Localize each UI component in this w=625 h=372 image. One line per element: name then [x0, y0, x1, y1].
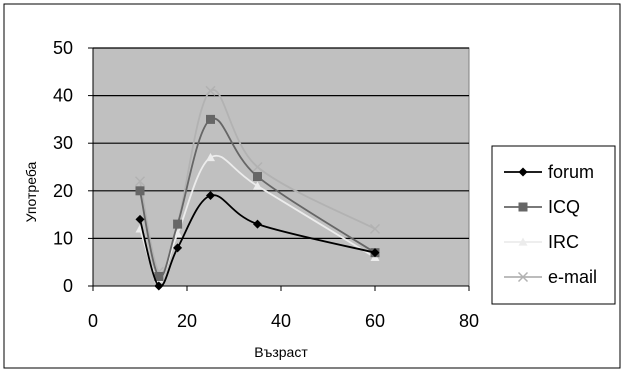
legend: forum ICQ IRC e-mail	[491, 145, 616, 305]
data-point	[206, 114, 215, 124]
legend-item: IRC	[504, 232, 579, 252]
y-tick-label: 10	[53, 228, 73, 248]
data-point	[135, 214, 145, 224]
data-point	[369, 223, 381, 234]
y-tick-label: 20	[53, 181, 73, 201]
y-tick-label: 40	[53, 86, 73, 106]
data-point-stroke	[517, 271, 529, 283]
data-point-stroke	[205, 85, 216, 96]
legend-label: IRC	[548, 232, 579, 252]
data-point	[135, 186, 145, 196]
legend-item: e-mail	[504, 267, 597, 287]
y-axis-title: Употреба	[23, 161, 39, 222]
data-point	[206, 191, 215, 201]
legend-item: forum	[504, 162, 594, 182]
data-point	[253, 219, 262, 229]
x-tick-label: 0	[88, 311, 98, 331]
data-point	[173, 229, 183, 238]
data-point	[173, 219, 183, 229]
x-tick-label: 40	[271, 311, 291, 331]
x-tick-label: 80	[459, 311, 479, 331]
gridlines	[93, 47, 469, 239]
y-tick-label: 30	[53, 133, 73, 153]
legend-label: forum	[548, 162, 594, 182]
data-point	[205, 85, 216, 96]
y-tick-label: 50	[53, 38, 73, 58]
legend-items: forum ICQ IRC e-mail	[504, 162, 597, 287]
data-point	[154, 281, 164, 291]
x-tick-label: 60	[365, 311, 385, 331]
data-point	[518, 202, 528, 212]
data-point	[517, 271, 529, 283]
legend-item: ICQ	[504, 197, 580, 217]
series-forum	[135, 191, 380, 291]
data-point-stroke	[252, 161, 263, 173]
data-point	[253, 181, 262, 190]
data-point	[134, 176, 146, 187]
data-point-stroke	[134, 176, 146, 187]
data-point	[253, 172, 262, 182]
tick-labels: 0 10 20 30 40 50 0 20 40 60 80	[53, 38, 479, 331]
series-layer	[134, 85, 381, 291]
plot-area	[92, 47, 470, 287]
data-point	[370, 248, 380, 258]
x-axis-title: Възраст	[254, 344, 308, 360]
data-point	[518, 167, 528, 177]
data-point	[154, 271, 164, 281]
y-tick-label: 0	[63, 276, 73, 296]
data-point	[206, 152, 215, 162]
data-point-stroke	[369, 223, 381, 234]
x-tick-label: 20	[177, 311, 197, 331]
legend-label: ICQ	[548, 197, 580, 217]
legend-label: e-mail	[548, 267, 597, 287]
data-point	[518, 237, 528, 246]
data-point	[173, 243, 183, 253]
data-point	[252, 161, 263, 173]
